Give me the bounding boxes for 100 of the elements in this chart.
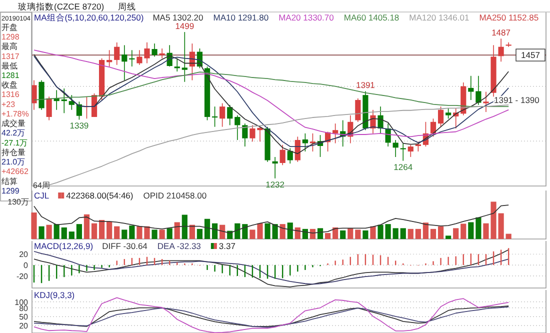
candlestick — [446, 108, 452, 119]
bar — [362, 230, 368, 239]
candlestick — [430, 118, 436, 138]
text: +23 — [2, 100, 16, 109]
legend-label: 422368.00(54:46) — [66, 190, 134, 200]
bar — [280, 224, 286, 239]
annotation: 1339 — [70, 120, 89, 131]
candlestick — [114, 42, 120, 66]
candlestick — [400, 142, 406, 162]
candlestick — [234, 114, 240, 140]
bar — [159, 230, 165, 239]
candlestick — [302, 132, 308, 152]
ref-line-label: 1457 — [521, 50, 540, 60]
legend-title: CJL — [34, 190, 50, 200]
bar — [220, 224, 226, 239]
bar — [476, 217, 482, 239]
text: 1298 — [2, 32, 20, 42]
text: 成交量 — [2, 119, 26, 128]
text: 结算 — [2, 176, 18, 186]
bar — [242, 224, 248, 239]
text: 42.2万 — [2, 128, 26, 138]
legend-title: MA组合(5,10,20,60,120,250) — [34, 12, 144, 22]
candlestick — [220, 102, 226, 128]
candlestick — [408, 144, 414, 158]
bar — [84, 214, 90, 239]
bar — [114, 226, 120, 239]
bar — [234, 223, 240, 239]
bar — [91, 223, 98, 239]
text: MA120 1346.01 — [409, 12, 470, 22]
bar — [446, 236, 452, 239]
bar — [152, 230, 158, 239]
annotation: 1391 - 1390 — [494, 95, 540, 105]
text: 最低 — [2, 61, 18, 70]
text: 1281 — [2, 70, 20, 80]
bar — [61, 227, 67, 239]
text: MA60 1405.18 — [344, 12, 400, 22]
text: 开盘 — [2, 22, 18, 32]
candlestick — [280, 144, 286, 166]
series-label: DIFF -30.64 — [102, 241, 148, 251]
bar — [317, 228, 324, 239]
bar — [68, 232, 74, 239]
bar — [287, 222, 293, 239]
text: 21.0万 — [2, 158, 26, 167]
bar — [129, 226, 135, 239]
candlestick — [152, 43, 158, 58]
bar — [370, 226, 376, 239]
bar — [196, 228, 203, 239]
bar — [506, 234, 512, 239]
legend-label: 3.37 — [218, 241, 236, 251]
text: MA20 1330.70 — [278, 12, 334, 22]
annotation: 1391 — [356, 80, 376, 90]
bar — [430, 228, 436, 239]
text: +42662 — [2, 167, 29, 176]
bar — [204, 218, 210, 239]
bar — [324, 233, 331, 239]
candlestick — [476, 75, 482, 106]
bar — [340, 230, 346, 239]
candlestick — [392, 140, 398, 158]
text: 1316 — [2, 90, 20, 100]
bar — [422, 222, 429, 239]
bar — [355, 230, 361, 239]
bar — [98, 220, 105, 239]
annotation: 1487 — [492, 28, 511, 38]
annotation: 64周 — [33, 181, 50, 190]
legend-label: MA250 1152.85 — [479, 12, 539, 22]
bar — [408, 228, 414, 239]
bar — [294, 227, 300, 239]
candlestick — [182, 32, 188, 82]
bar — [264, 223, 270, 239]
series-label: DEA -32.33 — [157, 241, 202, 251]
bar — [106, 221, 112, 239]
bar — [54, 224, 60, 239]
bar — [348, 228, 354, 239]
bar — [272, 224, 278, 239]
bar — [38, 226, 44, 239]
bar — [468, 222, 474, 239]
text: 1317 — [2, 52, 20, 61]
candlestick — [310, 132, 316, 152]
candlestick — [227, 104, 233, 126]
bar — [182, 214, 188, 239]
candlestick — [355, 98, 361, 122]
candlestick — [498, 38, 504, 62]
candlestick — [332, 123, 338, 144]
bar — [438, 226, 444, 239]
candlestick — [68, 94, 74, 110]
legend-title: KDJ(9,3,3) — [34, 290, 75, 300]
legend-title: MACD(12,26,9) — [34, 241, 94, 251]
text: -27.1万 — [2, 138, 28, 148]
bar — [122, 230, 128, 239]
text: 持仓量 — [2, 148, 26, 157]
bar — [166, 228, 172, 239]
bar — [392, 228, 398, 239]
bar — [76, 224, 82, 239]
bar — [31, 212, 37, 239]
annotation: 1499 — [175, 21, 194, 32]
annotation: 1232 — [266, 179, 285, 190]
candlestick — [106, 50, 112, 67]
text: 收盘 — [2, 80, 18, 90]
candlestick — [122, 44, 128, 81]
candlestick — [46, 96, 52, 121]
